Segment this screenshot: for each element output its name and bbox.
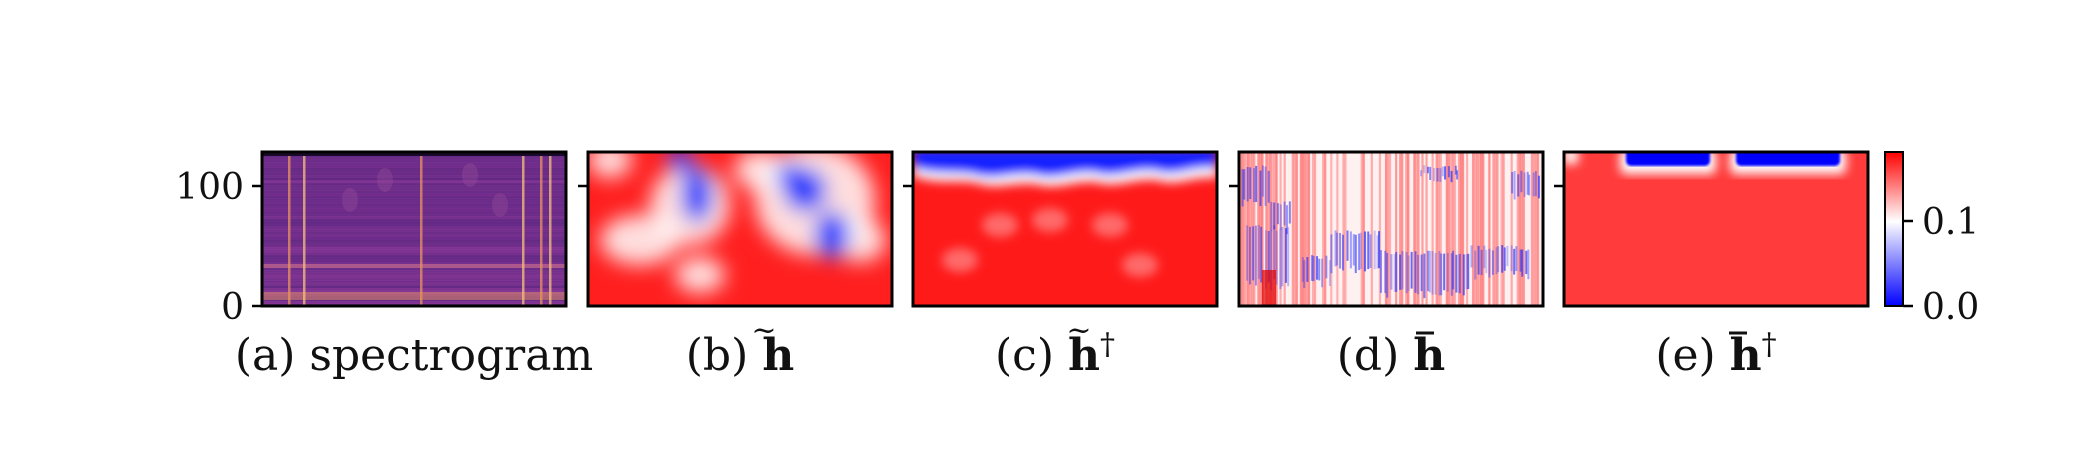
y-tick-label-100: 100: [175, 167, 244, 208]
panel-c-frame: [911, 150, 1219, 308]
colorbar-label-0: 0.0: [1922, 287, 1979, 328]
panel-a-spectrogram: 0 100 (a) spectrogram: [175, 150, 593, 381]
caption-a: (a) spectrogram: [235, 330, 593, 381]
panel-c-h-tilde-dagger: (c) h† ~: [903, 150, 1219, 381]
spectrogram-image: [262, 152, 566, 306]
y-tick-label-0: 0: [221, 287, 244, 328]
panel-d-frame: [1237, 150, 1545, 308]
caption-e: (e) h†: [1655, 327, 1776, 381]
panel-c-image: [913, 152, 1217, 306]
panel-d-h-bar: (d) h: [1229, 150, 1545, 381]
panel-e-image: [1564, 152, 1868, 306]
panel-d-image: [1239, 152, 1543, 306]
panel-a-frame: [260, 150, 568, 308]
panel-b-h-tilde: (b) h ~: [578, 150, 894, 381]
caption-d: (d) h: [1337, 330, 1445, 381]
panel-b-image: [588, 152, 892, 306]
tilde-accent-b: ~: [751, 313, 776, 348]
panel-e-h-bar-dagger: (e) h†: [1554, 150, 1870, 381]
panel-b-frame: [586, 150, 894, 308]
caption-b: (b) h: [686, 330, 794, 381]
colorbar-label-0.1: 0.1: [1922, 202, 1979, 243]
colorbar: 0.0 0.1: [1884, 151, 1979, 328]
tilde-accent-c: ~: [1066, 313, 1091, 348]
caption-c: (c) h†: [995, 327, 1115, 381]
panel-e-frame: [1562, 150, 1870, 308]
colorbar-gradient: [1884, 151, 1904, 307]
